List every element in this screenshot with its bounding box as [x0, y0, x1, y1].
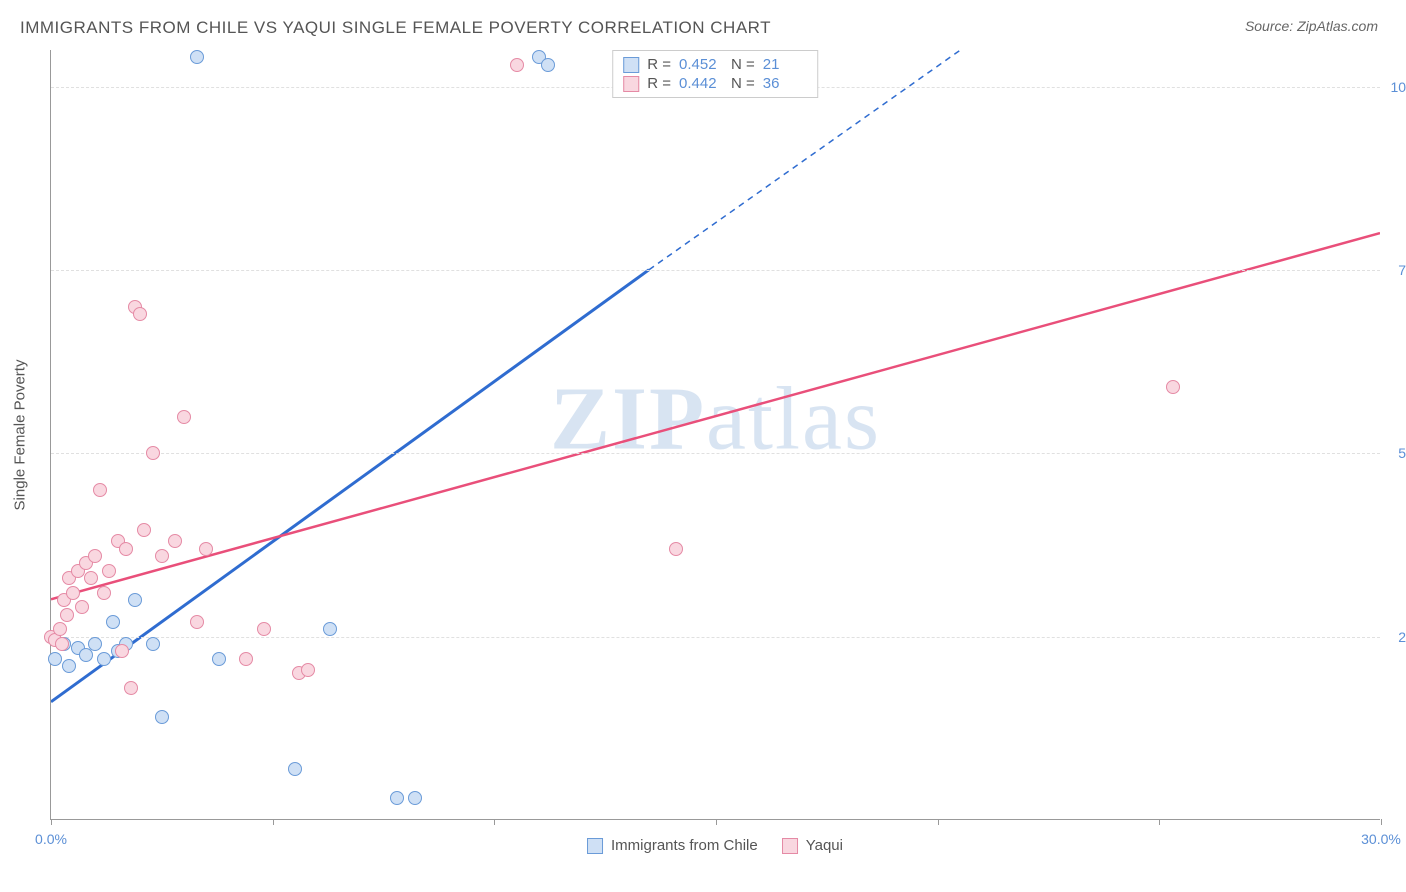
legend-label-chile: Immigrants from Chile — [611, 837, 758, 854]
swatch-chile — [623, 57, 639, 73]
swatch-yaqui — [782, 838, 798, 854]
data-point — [168, 534, 182, 548]
correlation-stats-box: R = 0.452 N = 21 R = 0.442 N = 36 — [612, 50, 818, 98]
ytick-label: 100.0% — [1391, 79, 1406, 95]
data-point — [1166, 380, 1180, 394]
data-point — [88, 549, 102, 563]
source-label: Source: — [1245, 18, 1293, 34]
chart-area: Single Female Poverty ZIPatlas 25.0%50.0… — [50, 50, 1380, 820]
data-point — [155, 549, 169, 563]
ytick-label: 50.0% — [1398, 445, 1406, 461]
r-label: R = — [647, 75, 671, 92]
xtick — [273, 819, 274, 825]
ytick-label: 25.0% — [1398, 629, 1406, 645]
data-point — [55, 637, 69, 651]
data-point — [119, 542, 133, 556]
gridline — [51, 270, 1380, 271]
swatch-chile — [587, 838, 603, 854]
chart-title: IMMIGRANTS FROM CHILE VS YAQUI SINGLE FE… — [20, 18, 771, 38]
data-point — [137, 523, 151, 537]
data-point — [84, 571, 98, 585]
n-value-yaqui: 36 — [763, 75, 807, 92]
r-value-yaqui: 0.442 — [679, 75, 723, 92]
data-point — [155, 710, 169, 724]
watermark: ZIPatlas — [550, 368, 881, 471]
xtick-label: 30.0% — [1361, 831, 1401, 847]
swatch-yaqui — [623, 76, 639, 92]
data-point — [128, 593, 142, 607]
data-point — [541, 58, 555, 72]
legend-item-chile: Immigrants from Chile — [587, 837, 758, 854]
data-point — [75, 600, 89, 614]
n-value-chile: 21 — [763, 56, 807, 73]
trend-lines-svg — [51, 50, 1380, 819]
r-value-chile: 0.452 — [679, 56, 723, 73]
xtick — [494, 819, 495, 825]
data-point — [239, 652, 253, 666]
data-point — [390, 791, 404, 805]
data-point — [177, 410, 191, 424]
ytick-label: 75.0% — [1398, 262, 1406, 278]
gridline — [51, 453, 1380, 454]
data-point — [146, 446, 160, 460]
data-point — [199, 542, 213, 556]
data-point — [53, 622, 67, 636]
source-value: ZipAtlas.com — [1297, 18, 1378, 34]
stats-row-yaqui: R = 0.442 N = 36 — [623, 74, 807, 93]
y-axis-label: Single Female Poverty — [12, 360, 29, 511]
data-point — [146, 637, 160, 651]
xtick-label: 0.0% — [35, 831, 67, 847]
data-point — [106, 615, 120, 629]
xtick — [938, 819, 939, 825]
data-point — [115, 644, 129, 658]
data-point — [97, 586, 111, 600]
stats-row-chile: R = 0.452 N = 21 — [623, 55, 807, 74]
data-point — [88, 637, 102, 651]
chart-header: IMMIGRANTS FROM CHILE VS YAQUI SINGLE FE… — [0, 0, 1406, 38]
bottom-legend: Immigrants from Chile Yaqui — [587, 837, 843, 854]
plot-region: ZIPatlas 25.0%50.0%75.0%100.0%0.0%30.0% — [50, 50, 1380, 820]
data-point — [301, 663, 315, 677]
data-point — [288, 762, 302, 776]
gridline — [51, 637, 1380, 638]
data-point — [93, 483, 107, 497]
data-point — [510, 58, 524, 72]
data-point — [97, 652, 111, 666]
legend-label-yaqui: Yaqui — [806, 837, 843, 854]
xtick — [51, 819, 52, 825]
data-point — [102, 564, 116, 578]
xtick — [716, 819, 717, 825]
n-label: N = — [731, 75, 755, 92]
data-point — [212, 652, 226, 666]
data-point — [190, 50, 204, 64]
data-point — [60, 608, 74, 622]
data-point — [669, 542, 683, 556]
r-label: R = — [647, 56, 671, 73]
legend-item-yaqui: Yaqui — [782, 837, 843, 854]
data-point — [408, 791, 422, 805]
xtick — [1381, 819, 1382, 825]
n-label: N = — [731, 56, 755, 73]
data-point — [133, 307, 147, 321]
data-point — [257, 622, 271, 636]
xtick — [1159, 819, 1160, 825]
data-point — [62, 659, 76, 673]
data-point — [190, 615, 204, 629]
data-point — [48, 652, 62, 666]
data-point — [124, 681, 138, 695]
data-point — [66, 586, 80, 600]
source-attribution: Source: ZipAtlas.com — [1245, 18, 1378, 34]
data-point — [323, 622, 337, 636]
